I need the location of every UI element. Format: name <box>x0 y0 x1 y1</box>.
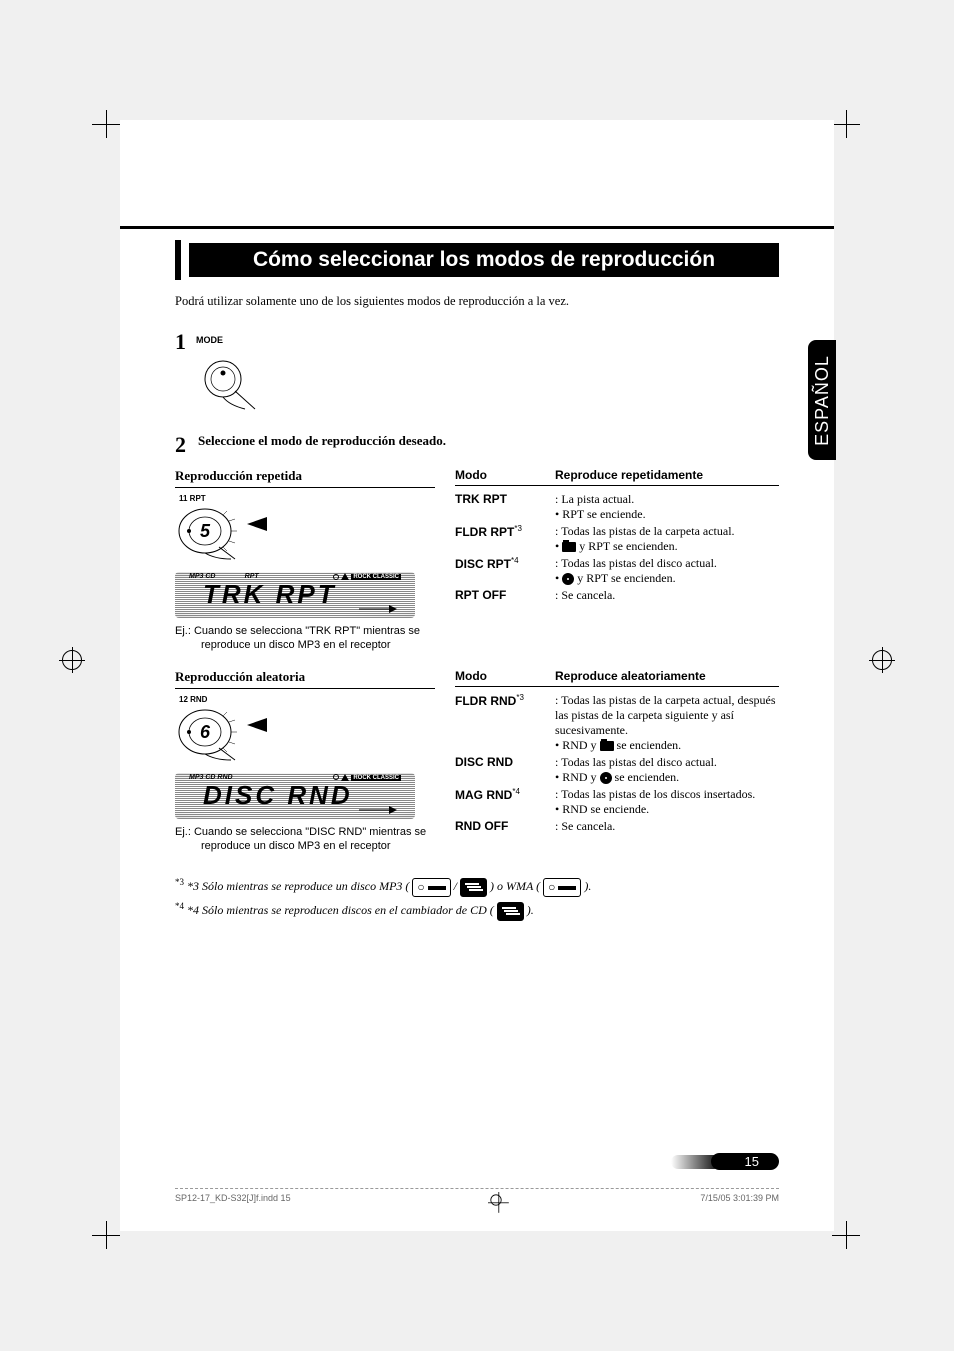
svg-text:5: 5 <box>200 521 211 541</box>
col-desc: Reproduce aleatoriamente <box>555 669 706 683</box>
random-heading: Reproducción aleatoria <box>175 669 435 689</box>
changer-icon <box>460 878 487 897</box>
page: ESPAÑOL Cómo seleccionar los modos de re… <box>120 120 834 1231</box>
page-number: 15 <box>711 1153 779 1171</box>
step-number: 2 <box>175 432 186 458</box>
step-1: 1 MODE <box>175 329 779 416</box>
mode-description: : Todas las pistas de la carpeta actual,… <box>555 693 779 753</box>
disc-icon <box>600 772 612 784</box>
random-table: FLDR RND*3: Todas las pistas de la carpe… <box>455 693 779 834</box>
title-rule <box>120 226 834 229</box>
dial-illustration: 5 <box>175 507 435 566</box>
dial-label: 12 RND <box>179 695 435 704</box>
repeat-right: Modo Reproduce repetidamente TRK RPT: La… <box>455 468 779 653</box>
mode-description: : Todas las pistas del disco actual.• RN… <box>555 755 779 785</box>
title-spine <box>175 240 181 280</box>
mode-description: : Todas las pistas del disco actual.• y … <box>555 556 779 586</box>
crop-corner <box>92 110 122 160</box>
mode-name: RPT OFF <box>455 588 555 603</box>
lcd-display: MP3 CD RND ROCK CLASSIC DISC RND <box>175 773 415 819</box>
lcd-display: MP3 CD RPT ROCK CLASSIC TRK RPT <box>175 572 415 618</box>
mode-name: DISC RPT*4 <box>455 556 555 586</box>
table-row: TRK RPT: La pista actual.• RPT se encien… <box>455 492 779 522</box>
content: Cómo seleccionar los modos de reproducci… <box>120 120 834 951</box>
mode-button-label: MODE <box>196 335 223 345</box>
registration-mark <box>872 650 892 670</box>
table-row: DISC RND: Todas las pistas del disco act… <box>455 755 779 785</box>
mode-name: RND OFF <box>455 819 555 834</box>
repeat-table-header: Modo Reproduce repetidamente <box>455 468 779 486</box>
footnote-4: *4 *4 Sólo mientras se reproducen discos… <box>175 901 779 921</box>
mode-name: FLDR RPT*3 <box>455 524 555 554</box>
col-mode: Modo <box>455 468 555 482</box>
table-row: FLDR RND*3: Todas las pistas de la carpe… <box>455 693 779 753</box>
mode-name: MAG RND*4 <box>455 787 555 817</box>
page-number-value: 15 <box>711 1153 779 1170</box>
random-left: Reproducción aleatoria 12 RND 6 <box>175 669 435 854</box>
repeat-left: Reproducción repetida 11 RPT 5 <box>175 468 435 653</box>
step-2: 2 Seleccione el modo de reproducción des… <box>175 432 779 458</box>
table-row: DISC RPT*4: Todas las pistas del disco a… <box>455 556 779 586</box>
intro-text: Podrá utilizar solamente uno de los sigu… <box>175 294 779 309</box>
lcd-indicators-right: ROCK CLASSIC <box>333 573 401 580</box>
random-right: Modo Reproduce aleatoriamente FLDR RND*3… <box>455 669 779 854</box>
table-row: FLDR RPT*3: Todas las pistas de la carpe… <box>455 524 779 554</box>
mode-name: FLDR RND*3 <box>455 693 555 753</box>
knob-illustration <box>201 359 779 416</box>
mode-description: : Se cancela. <box>555 819 779 834</box>
footnotes: *3 *3 Sólo mientras se reproduce un disc… <box>175 877 779 921</box>
dial-illustration: 6 <box>175 708 435 767</box>
repeat-table: TRK RPT: La pista actual.• RPT se encien… <box>455 492 779 603</box>
folder-icon <box>600 741 614 751</box>
col-mode: Modo <box>455 669 555 683</box>
step-number: 1 <box>175 329 186 355</box>
footnote-3: *3 *3 Sólo mientras se reproduce un disc… <box>175 877 779 897</box>
lcd-main-text: DISC RND <box>203 780 353 811</box>
table-row: RND OFF: Se cancela. <box>455 819 779 834</box>
title-band: Cómo seleccionar los modos de reproducci… <box>175 240 779 280</box>
dial-label: 11 RPT <box>179 494 435 503</box>
mode-description: : Se cancela. <box>555 588 779 603</box>
mode-description: : Todas las pistas de los discos inserta… <box>555 787 779 817</box>
lcd-main-text: TRK RPT <box>203 579 337 610</box>
col-desc: Reproduce repetidamente <box>555 468 703 482</box>
registration-mark <box>62 650 82 670</box>
table-row: RPT OFF: Se cancela. <box>455 588 779 603</box>
crop-corner <box>832 1221 862 1271</box>
mode-description: : Todas las pistas de la carpeta actual.… <box>555 524 779 554</box>
table-row: MAG RND*4: Todas las pistas de los disco… <box>455 787 779 817</box>
disc-icon <box>562 573 574 585</box>
disc-loaded-icon: ○ <box>412 878 450 897</box>
repeat-heading: Reproducción repetida <box>175 468 435 488</box>
random-section: Reproducción aleatoria 12 RND 6 <box>175 669 779 854</box>
repeat-section: Reproducción repetida 11 RPT 5 <box>175 468 779 653</box>
example-caption: Ej.: Cuando se selecciona "TRK RPT" mien… <box>175 624 435 653</box>
page-title: Cómo seleccionar los modos de reproducci… <box>189 243 779 277</box>
mode-name: TRK RPT <box>455 492 555 522</box>
crop-corner <box>832 110 862 160</box>
crop-corner <box>92 1221 122 1271</box>
example-caption: Ej.: Cuando se selecciona "DISC RND" mie… <box>175 825 435 854</box>
mode-name: DISC RND <box>455 755 555 785</box>
changer-icon <box>497 902 524 921</box>
folder-icon <box>562 542 576 552</box>
svg-text:6: 6 <box>200 722 211 742</box>
step-heading: Seleccione el modo de reproducción desea… <box>198 433 446 448</box>
random-table-header: Modo Reproduce aleatoriamente <box>455 669 779 687</box>
mode-description: : La pista actual.• RPT se enciende. <box>555 492 779 522</box>
crop-marks-bottom <box>80 1201 874 1261</box>
disc-loaded-icon: ○ <box>543 878 581 897</box>
